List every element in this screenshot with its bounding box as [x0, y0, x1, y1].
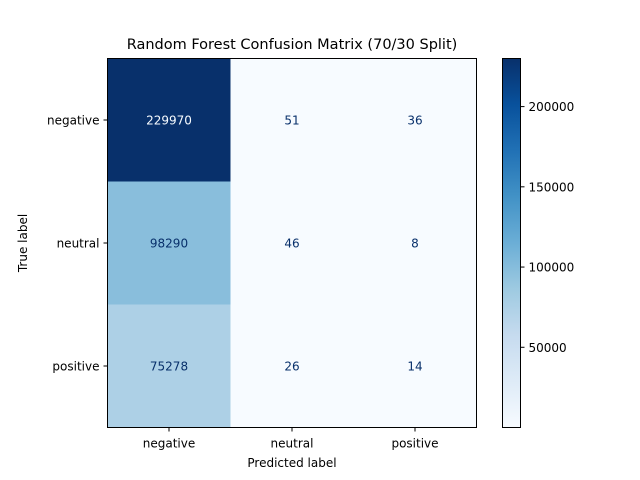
heatmap-cell-r0-c1	[230, 58, 354, 182]
y-axis-ticks: negative neutral positive	[47, 114, 108, 374]
heatmap-cell-r0-c2	[353, 58, 477, 182]
x-axis-ticks: negative neutral positive	[143, 427, 439, 451]
cell-value-r1-c1: 46	[284, 237, 299, 251]
y-axis-label: True label	[16, 214, 30, 273]
x-tick-label-1: neutral	[271, 437, 314, 451]
y-tick-label-2: positive	[52, 360, 99, 374]
colorbar-tick-label-2: 150000	[529, 180, 575, 194]
heatmap-cell-labels: 229970 51 36 98290 46 8 75278 26 14	[146, 114, 423, 374]
heatmap-cell-r2-c0	[107, 304, 231, 428]
cell-value-r2-c2: 14	[407, 360, 422, 374]
cell-value-r2-c1: 26	[284, 360, 299, 374]
heatmap-cell-r1-c1	[230, 181, 354, 305]
x-axis-label: Predicted label	[247, 456, 336, 470]
cell-value-r2-c0: 75278	[150, 360, 188, 374]
chart-title: Random Forest Confusion Matrix (70/30 Sp…	[127, 37, 458, 53]
y-tick-label-1: neutral	[57, 237, 100, 251]
colorbar	[502, 58, 521, 428]
heatmap-cell-r0-c0	[107, 58, 231, 182]
cell-value-r0-c1: 51	[284, 114, 299, 128]
heatmap-cell-r2-c2	[353, 304, 477, 428]
heatmap-cells	[107, 58, 477, 428]
colorbar-tick-label-1: 100000	[529, 261, 575, 275]
cell-value-r0-c2: 36	[407, 114, 422, 128]
heatmap-cell-r2-c1	[230, 304, 354, 428]
colorbar-ticks: 50000 100000 150000 200000	[520, 100, 575, 355]
colorbar-tick-label-0: 50000	[529, 341, 567, 355]
cell-value-r1-c2: 8	[411, 237, 419, 251]
x-tick-label-2: positive	[391, 437, 438, 451]
colorbar-tick-label-3: 200000	[529, 100, 575, 114]
x-tick-label-0: negative	[143, 437, 195, 451]
heatmap-cell-r1-c2	[353, 181, 477, 305]
cell-value-r0-c0: 229970	[146, 114, 192, 128]
heatmap-cell-r1-c0	[107, 181, 231, 305]
cell-value-r1-c0: 98290	[150, 237, 188, 251]
y-tick-label-0: negative	[47, 114, 99, 128]
